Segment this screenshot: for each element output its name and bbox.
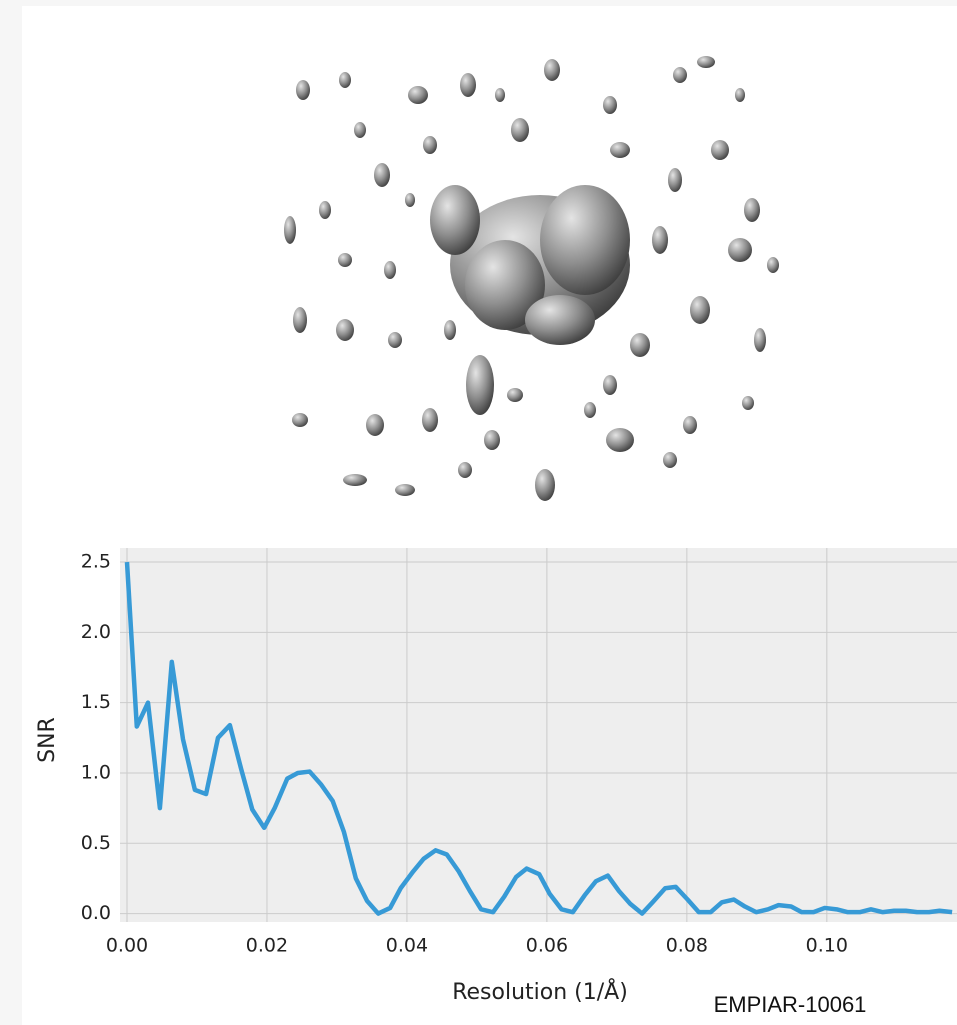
dataset-label: EMPIAR-10061 <box>714 992 867 1017</box>
x-tick-label: 0.04 <box>386 935 428 957</box>
y-tick-label: 1.0 <box>81 761 111 783</box>
x-tick-label: 0.08 <box>666 935 708 957</box>
grid <box>120 548 957 922</box>
x-tick-label: 0.10 <box>806 935 848 957</box>
x-axis-label: Resolution (1/Å) <box>452 978 628 1005</box>
y-tick-label: 1.5 <box>81 691 111 713</box>
y-tick-label: 0.0 <box>81 902 111 924</box>
x-tick-label: 0.00 <box>106 935 148 957</box>
snr-line <box>124 561 953 916</box>
y-axis-label: SNR <box>35 717 60 763</box>
marks <box>124 561 953 916</box>
x-tick-label: 0.02 <box>246 935 288 957</box>
y-tick-label: 0.5 <box>81 832 111 854</box>
y-tick-label: 2.5 <box>81 551 111 573</box>
density-map-render <box>284 56 779 501</box>
x-tick-label: 0.06 <box>526 935 568 957</box>
y-tick-label: 2.0 <box>81 621 111 643</box>
labels: Resolution (1/Å) SNR EMPIAR-10061 0.00 0.… <box>35 551 866 1017</box>
plot-area <box>120 548 957 922</box>
